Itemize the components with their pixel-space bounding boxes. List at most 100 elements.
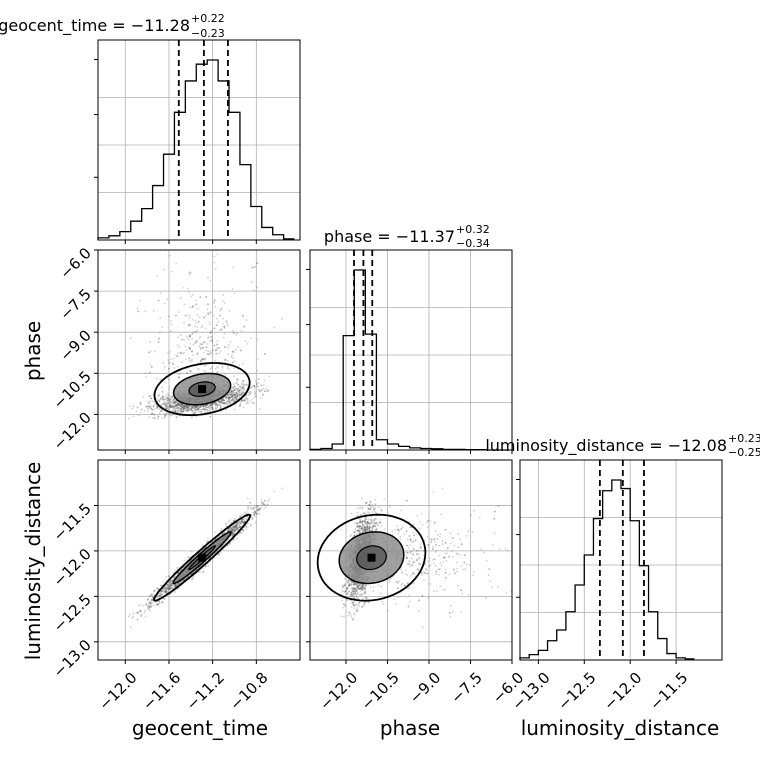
scatter-point [199, 406, 202, 409]
scatter-point [204, 408, 207, 411]
scatter-point [164, 398, 167, 401]
scatter-point [239, 394, 242, 397]
scatter-point [234, 528, 236, 531]
scatter-point [129, 626, 132, 629]
scatter-point [186, 404, 189, 407]
scatter-point [234, 525, 237, 528]
scatter-point [139, 299, 142, 302]
scatter-point [252, 507, 255, 509]
scatter-point [235, 396, 238, 399]
scatter-point [206, 404, 209, 406]
scatter-point [195, 331, 198, 333]
scatter-point [147, 395, 150, 398]
scatter-point [183, 578, 185, 581]
scatter-point [232, 532, 235, 535]
scatter-point [230, 399, 233, 402]
scatter-point [234, 526, 237, 529]
x-tick-label: −11.5 [646, 669, 691, 714]
scatter-point [205, 541, 208, 543]
scatter-point [150, 408, 153, 411]
scatter-point [237, 383, 240, 386]
scatter-point [136, 618, 139, 621]
scatter-point [207, 537, 209, 540]
scatter-point [223, 399, 225, 402]
scatter-point [234, 396, 237, 399]
scatter-point [203, 369, 205, 372]
scatter-point [194, 303, 197, 306]
scatter-point [189, 335, 192, 337]
scatter-point [195, 410, 197, 413]
scatter-point [159, 317, 162, 320]
scatter-point [168, 378, 170, 381]
scatter-point [219, 551, 222, 554]
hist-bar-geocent_time [120, 232, 131, 240]
scatter-point [168, 406, 171, 409]
scatter-point [158, 592, 161, 595]
scatter-point [238, 523, 241, 526]
scatter-point [170, 358, 173, 361]
scatter-point [174, 405, 177, 408]
scatter-point [165, 404, 168, 407]
scatter-point [153, 401, 156, 404]
scatter-point [239, 526, 242, 528]
scatter-point [136, 406, 139, 409]
scatter-point [245, 525, 247, 528]
scatter-point [150, 366, 153, 369]
scatter-point [229, 526, 232, 529]
scatter-point [182, 407, 185, 410]
scatter-point [234, 404, 237, 407]
scatter-point [228, 391, 231, 394]
scatter-point [231, 525, 234, 528]
scatter-point [210, 366, 213, 369]
scatter-point [177, 406, 180, 409]
scatter-point [233, 394, 236, 396]
scatter-point [161, 402, 164, 405]
scatter-point [227, 398, 230, 401]
scatter-point [217, 400, 220, 403]
scatter-point [184, 358, 187, 361]
scatter-point [163, 268, 166, 271]
scatter-point [242, 521, 244, 524]
scatter-point [161, 601, 164, 603]
scatter-point [258, 408, 261, 410]
scatter-point [197, 407, 199, 410]
hist-bar-phase [376, 440, 387, 450]
scatter-point [256, 513, 259, 515]
scatter-point [227, 397, 230, 400]
scatter-point [139, 609, 142, 612]
scatter-point [174, 584, 177, 586]
scatter-point [188, 271, 191, 274]
scatter-point [237, 523, 240, 526]
scatter-point [151, 595, 154, 598]
scatter-point [234, 518, 237, 520]
scatter-point [183, 578, 186, 581]
scatter-point [166, 397, 169, 400]
scatter-point [253, 266, 256, 268]
scatter-point [231, 393, 234, 395]
scatter-point [236, 332, 239, 335]
scatter-point [167, 397, 169, 400]
scatter-point [230, 530, 233, 532]
scatter-point [170, 583, 173, 586]
scatter-point [188, 291, 191, 293]
scatter-point [214, 538, 217, 541]
scatter-point [191, 405, 194, 407]
scatter-point [214, 401, 217, 404]
scatter-point [161, 601, 164, 604]
scatter-point [167, 359, 170, 362]
scatter-point [150, 602, 152, 605]
scatter-point [176, 403, 178, 406]
scatter-point [240, 382, 243, 385]
contour-level [153, 362, 251, 417]
scatter-point [158, 600, 161, 603]
scatter-point [224, 373, 227, 376]
scatter-point [153, 416, 156, 419]
scatter-point [254, 512, 257, 514]
scatter-point [191, 337, 194, 340]
scatter-point [183, 338, 186, 341]
scatter-point [157, 398, 160, 401]
scatter-point [169, 401, 172, 404]
scatter-point [220, 401, 223, 404]
scatter-point [163, 590, 166, 593]
scatter-point [182, 406, 184, 409]
